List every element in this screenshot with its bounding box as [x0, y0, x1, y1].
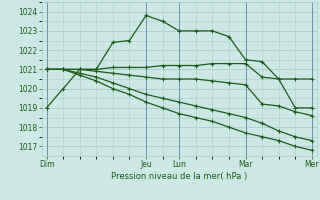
X-axis label: Pression niveau de la mer( hPa ): Pression niveau de la mer( hPa ): [111, 172, 247, 181]
